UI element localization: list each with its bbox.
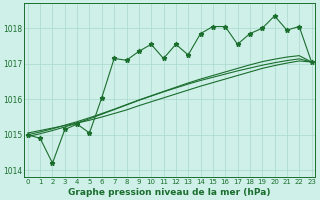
X-axis label: Graphe pression niveau de la mer (hPa): Graphe pression niveau de la mer (hPa)	[68, 188, 271, 197]
